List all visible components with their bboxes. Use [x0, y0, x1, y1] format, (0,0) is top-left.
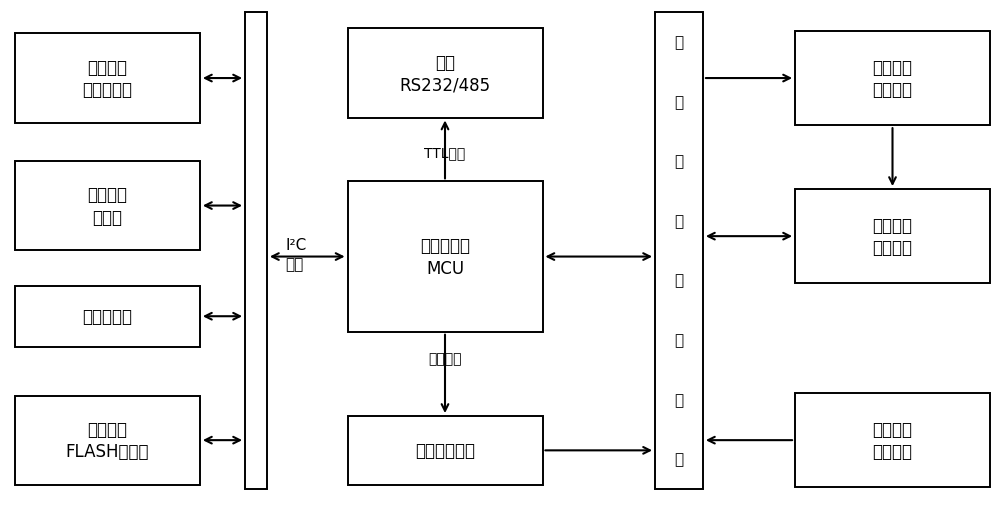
Bar: [15, 162, 200, 251]
Text: 高精度时钟: 高精度时钟: [82, 307, 132, 326]
Text: 电: 电: [674, 392, 684, 407]
Text: 红外
RS232/485: 红外 RS232/485: [399, 54, 491, 94]
Bar: [348, 416, 542, 485]
Bar: [655, 13, 703, 489]
Text: 隔: 隔: [674, 154, 684, 169]
Text: 外部数据
FLASH存储器: 外部数据 FLASH存储器: [66, 420, 149, 460]
Text: 控制开关
预动保护: 控制开关 预动保护: [873, 59, 913, 99]
Text: 路: 路: [674, 451, 684, 466]
Bar: [795, 32, 990, 126]
Text: 磁自保持
控制开关: 磁自保持 控制开关: [873, 217, 913, 257]
Text: 离: 离: [674, 213, 684, 229]
Text: 控制开关
动作反馈: 控制开关 动作反馈: [873, 420, 913, 460]
Bar: [245, 13, 267, 489]
Bar: [795, 189, 990, 284]
Text: 捕获电路: 捕获电路: [428, 352, 462, 366]
Text: TTL串口: TTL串口: [424, 146, 466, 160]
Text: 中央处理器
MCU: 中央处理器 MCU: [420, 237, 470, 277]
Text: 保: 保: [674, 273, 684, 288]
Text: 光: 光: [674, 35, 684, 50]
Text: 电: 电: [674, 95, 684, 109]
Text: 脉宽采集监测: 脉宽采集监测: [415, 441, 475, 460]
Text: 护: 护: [674, 332, 684, 348]
Bar: [348, 182, 542, 332]
Bar: [795, 393, 990, 488]
Text: 汉字图像
液晶显示器: 汉字图像 液晶显示器: [82, 59, 132, 99]
Text: I²C
通信: I²C 通信: [285, 238, 306, 271]
Bar: [15, 286, 200, 347]
Bar: [348, 29, 542, 118]
Bar: [15, 35, 200, 123]
Text: 掉电检测
看门狗: 掉电检测 看门狗: [88, 186, 128, 226]
Bar: [15, 396, 200, 485]
